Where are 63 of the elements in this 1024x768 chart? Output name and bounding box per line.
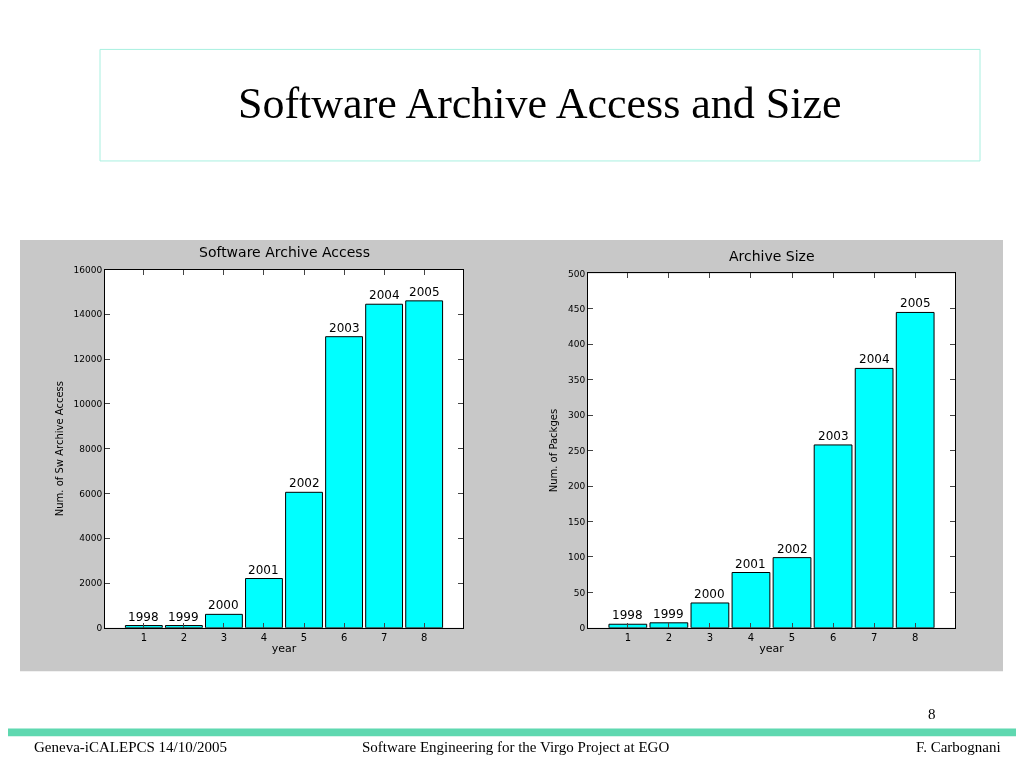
x-tick-label: 5 <box>300 631 308 643</box>
y-tick-label: 200 <box>568 481 586 492</box>
y-tick-label: 12000 <box>73 354 103 365</box>
x-tick-label: 4 <box>260 631 268 643</box>
x-tick-label: 4 <box>747 631 755 643</box>
annotation: 2000 <box>694 587 725 601</box>
y-tick-label: 450 <box>568 304 586 315</box>
annotation: 1999 <box>168 610 199 624</box>
x-axis-title: year <box>271 641 297 655</box>
y-tick-label: 8000 <box>79 443 103 454</box>
x-tick-label: 2 <box>665 631 673 643</box>
annotation: 2004 <box>369 288 400 302</box>
text: Geneva-iCALEPCS 14/10/2005 <box>34 739 227 755</box>
text: Software Engineering for the Virgo Project at EGO <box>362 739 670 755</box>
annotation: 2003 <box>818 429 849 443</box>
y-tick-label: 10000 <box>73 399 103 410</box>
annotation: 2005 <box>409 285 440 299</box>
annotation: 1999 <box>653 607 684 621</box>
x-tick-label: 1 <box>624 631 632 643</box>
annotation: 2005 <box>900 296 931 310</box>
annotation: 2004 <box>859 352 890 366</box>
x-tick-label: 6 <box>340 631 348 643</box>
y-tick-label: 100 <box>568 552 586 563</box>
y-tick-label: 250 <box>568 445 586 456</box>
x-tick-label: 3 <box>706 631 714 643</box>
x-tick-label: 1 <box>140 631 148 643</box>
annotation: 2003 <box>329 321 360 335</box>
y-tick-label: 4000 <box>79 533 103 544</box>
annotation: 2001 <box>735 557 766 571</box>
annotation: 2000 <box>208 598 239 612</box>
annotation: 2001 <box>248 563 279 577</box>
text: Software Archive Access and Size <box>238 79 842 128</box>
chart-title: Software Archive Access <box>199 244 370 260</box>
x-tick-label: 5 <box>788 631 796 643</box>
y-axis-title: Num. of Sw Archive Access <box>53 381 65 517</box>
y-tick-label: 14000 <box>73 309 103 320</box>
x-tick-label: 3 <box>220 631 228 643</box>
y-tick-label: 0 <box>96 622 103 633</box>
chart-title: Archive Size <box>729 248 815 264</box>
y-tick-label: 16000 <box>73 264 103 275</box>
y-tick-label: 400 <box>568 339 586 350</box>
y-tick-label: 150 <box>568 516 586 527</box>
x-tick-label: 8 <box>911 631 919 643</box>
annotation: 1998 <box>612 608 643 622</box>
y-tick-label: 2000 <box>79 578 103 589</box>
annotation: 2002 <box>289 476 320 490</box>
y-tick-label: 350 <box>568 374 586 385</box>
x-tick-label: 2 <box>180 631 188 643</box>
y-tick-label: 50 <box>573 587 586 598</box>
annotation: 2002 <box>777 542 808 556</box>
x-tick-label: 7 <box>870 631 878 643</box>
annotation: 1998 <box>128 610 159 624</box>
y-axis-title: Num. of Packges <box>548 408 560 493</box>
y-tick-label: 500 <box>568 268 586 279</box>
y-tick-label: 6000 <box>79 488 103 499</box>
x-tick-label: 6 <box>829 631 837 643</box>
text: F. Carbognani <box>916 739 1001 755</box>
x-tick-label: 7 <box>380 631 388 643</box>
text: 8 <box>928 706 936 722</box>
y-tick-label: 0 <box>579 622 586 633</box>
x-axis-title: year <box>759 641 785 655</box>
x-tick-label: 8 <box>420 631 428 643</box>
y-tick-label: 300 <box>568 410 586 421</box>
